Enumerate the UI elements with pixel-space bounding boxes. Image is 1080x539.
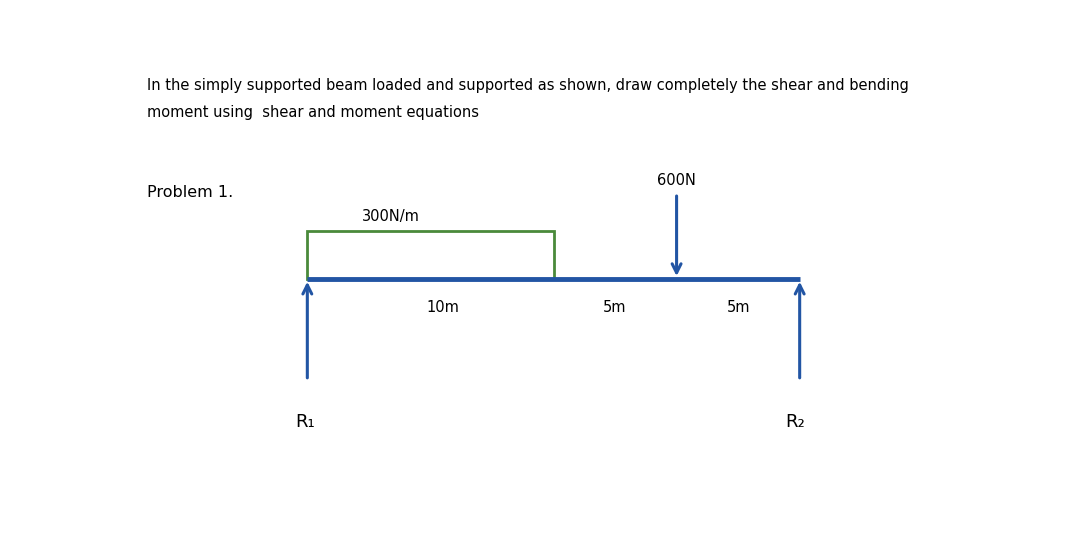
- Text: 5m: 5m: [604, 300, 626, 315]
- Text: 300N/m: 300N/m: [362, 209, 419, 224]
- Text: 5m: 5m: [727, 300, 750, 315]
- Text: moment using  shear and moment equations: moment using shear and moment equations: [147, 105, 480, 120]
- Bar: [308, 231, 554, 279]
- Text: 10m: 10m: [427, 300, 459, 315]
- Text: 600N: 600N: [657, 173, 696, 188]
- Text: Problem 1.: Problem 1.: [147, 185, 233, 200]
- Text: R₂: R₂: [785, 413, 805, 431]
- Text: R₁: R₁: [295, 413, 314, 431]
- Text: In the simply supported beam loaded and supported as shown, draw completely the : In the simply supported beam loaded and …: [147, 78, 909, 93]
